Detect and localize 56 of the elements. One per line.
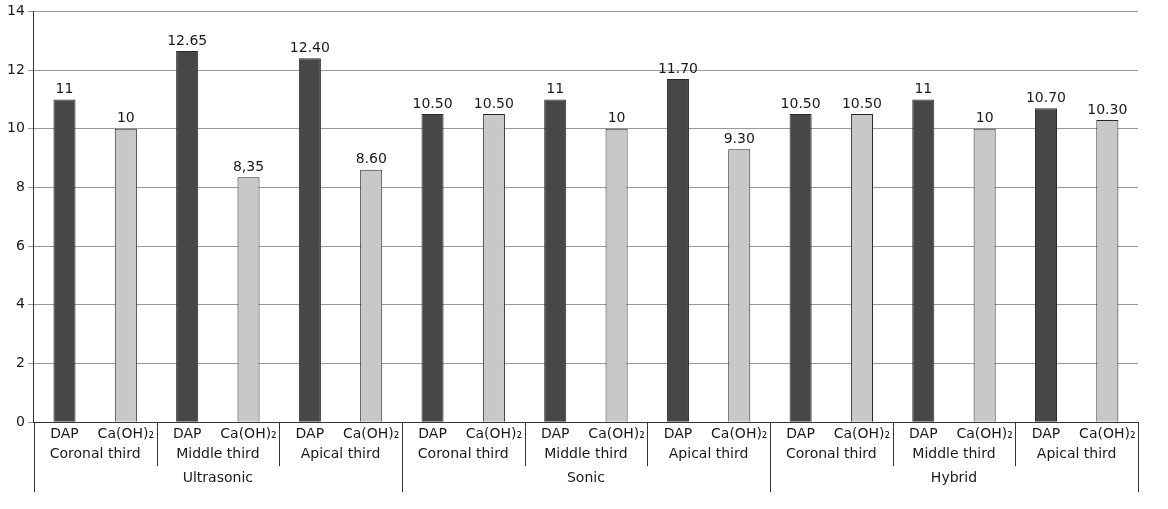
x-tick-label: DAP	[172, 425, 202, 442]
x-tick-label: DAP	[786, 425, 815, 442]
x-tick-label: Ca(OH)₂	[97, 425, 155, 442]
data-label: 8,35	[232, 157, 265, 174]
text: Ultrasonic	[182, 468, 253, 485]
data-label: 12.40	[289, 38, 330, 55]
data-label: 10.50	[780, 94, 821, 111]
text: Middle third	[912, 444, 996, 461]
x-tick-label: Ca(OH)₂	[220, 425, 277, 442]
x-tick-label: DAP	[295, 425, 325, 442]
text: Coronal third	[785, 444, 877, 461]
text: Coronal third	[417, 444, 509, 461]
text: Coronal third	[49, 444, 141, 461]
x-tick-label: Ca(OH)₂	[1079, 425, 1136, 442]
x-tick-label: DAP	[1031, 425, 1061, 442]
text: Sonic	[566, 468, 605, 485]
data-label: 10.70	[1025, 88, 1067, 105]
data-label: 10.50	[473, 94, 514, 111]
y-tick-label: 14	[6, 2, 25, 19]
data-label: 10	[975, 109, 994, 126]
data-label: 12.65	[167, 31, 208, 48]
x-tick-label: Ca(OH)₂	[588, 425, 645, 442]
x-tick-label: DAP	[418, 425, 447, 442]
x-tick-label: Ca(OH)₂	[956, 425, 1013, 442]
data-label: 9.30	[723, 129, 755, 146]
text: Middle third	[544, 444, 628, 461]
data-label: 11	[914, 80, 933, 97]
y-tick-label: 6	[15, 236, 25, 253]
y-tick-label: 2	[15, 354, 25, 371]
text: Apical third	[668, 444, 749, 461]
y-tick-label: 0	[15, 412, 25, 429]
y-tick-label: 12	[6, 60, 25, 77]
data-label: 11	[546, 80, 565, 97]
text: Middle third	[176, 444, 260, 461]
data-label: 10	[116, 109, 135, 126]
x-tick-label: Ca(OH)₂	[465, 425, 523, 442]
data-label: 11.70	[657, 59, 698, 76]
y-tick-label: 4	[15, 295, 25, 312]
y-tick-label: 10	[6, 119, 25, 136]
data-label: 10.50	[412, 94, 453, 111]
data-label: 11	[55, 80, 74, 97]
y-tick-label: 8	[15, 178, 25, 195]
x-tick-label: Ca(OH)₂	[342, 425, 400, 442]
data-label: 10.30	[1087, 100, 1128, 117]
text: Apical third	[1036, 444, 1117, 461]
x-tick-label: DAP	[663, 425, 693, 442]
x-tick-label: DAP	[909, 425, 938, 442]
text: Apical third	[300, 444, 381, 461]
x-tick-label: DAP	[540, 425, 570, 442]
text: Hybrid	[930, 468, 978, 485]
data-label: 8.60	[355, 150, 387, 167]
x-tick-label: DAP	[50, 425, 79, 442]
x-tick-label: Ca(OH)₂	[833, 425, 891, 442]
data-label: 10	[607, 109, 626, 126]
data-label: 10.50	[841, 94, 882, 111]
x-tick-label: Ca(OH)₂	[711, 425, 768, 442]
